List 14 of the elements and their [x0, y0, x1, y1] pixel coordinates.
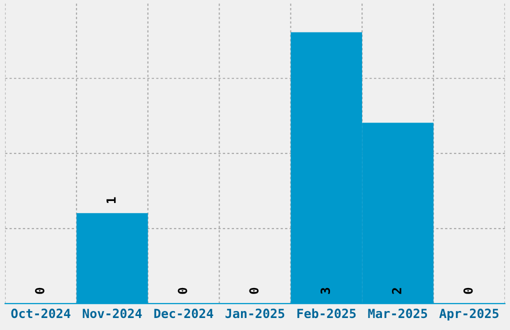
data-label: 0 — [463, 288, 473, 294]
x-tick-label: Apr-2025 — [439, 308, 498, 321]
data-label: 1 — [106, 197, 116, 203]
data-label: 3 — [320, 288, 330, 294]
x-tick-label: Jan-2025 — [226, 308, 284, 318]
data-label: 0 — [178, 288, 188, 294]
x-tick-label: Feb-2025 — [297, 308, 356, 318]
x-tick-label: Dec-2024 — [154, 308, 214, 318]
data-label: 0 — [34, 288, 44, 294]
x-tick-label: Nov-2024 — [82, 308, 142, 318]
data-label: 0 — [249, 288, 259, 294]
x-tick-label: Mar-2025 — [368, 308, 428, 318]
x-tick-label: Oct-2024 — [11, 308, 70, 318]
data-label: 2 — [392, 288, 402, 294]
